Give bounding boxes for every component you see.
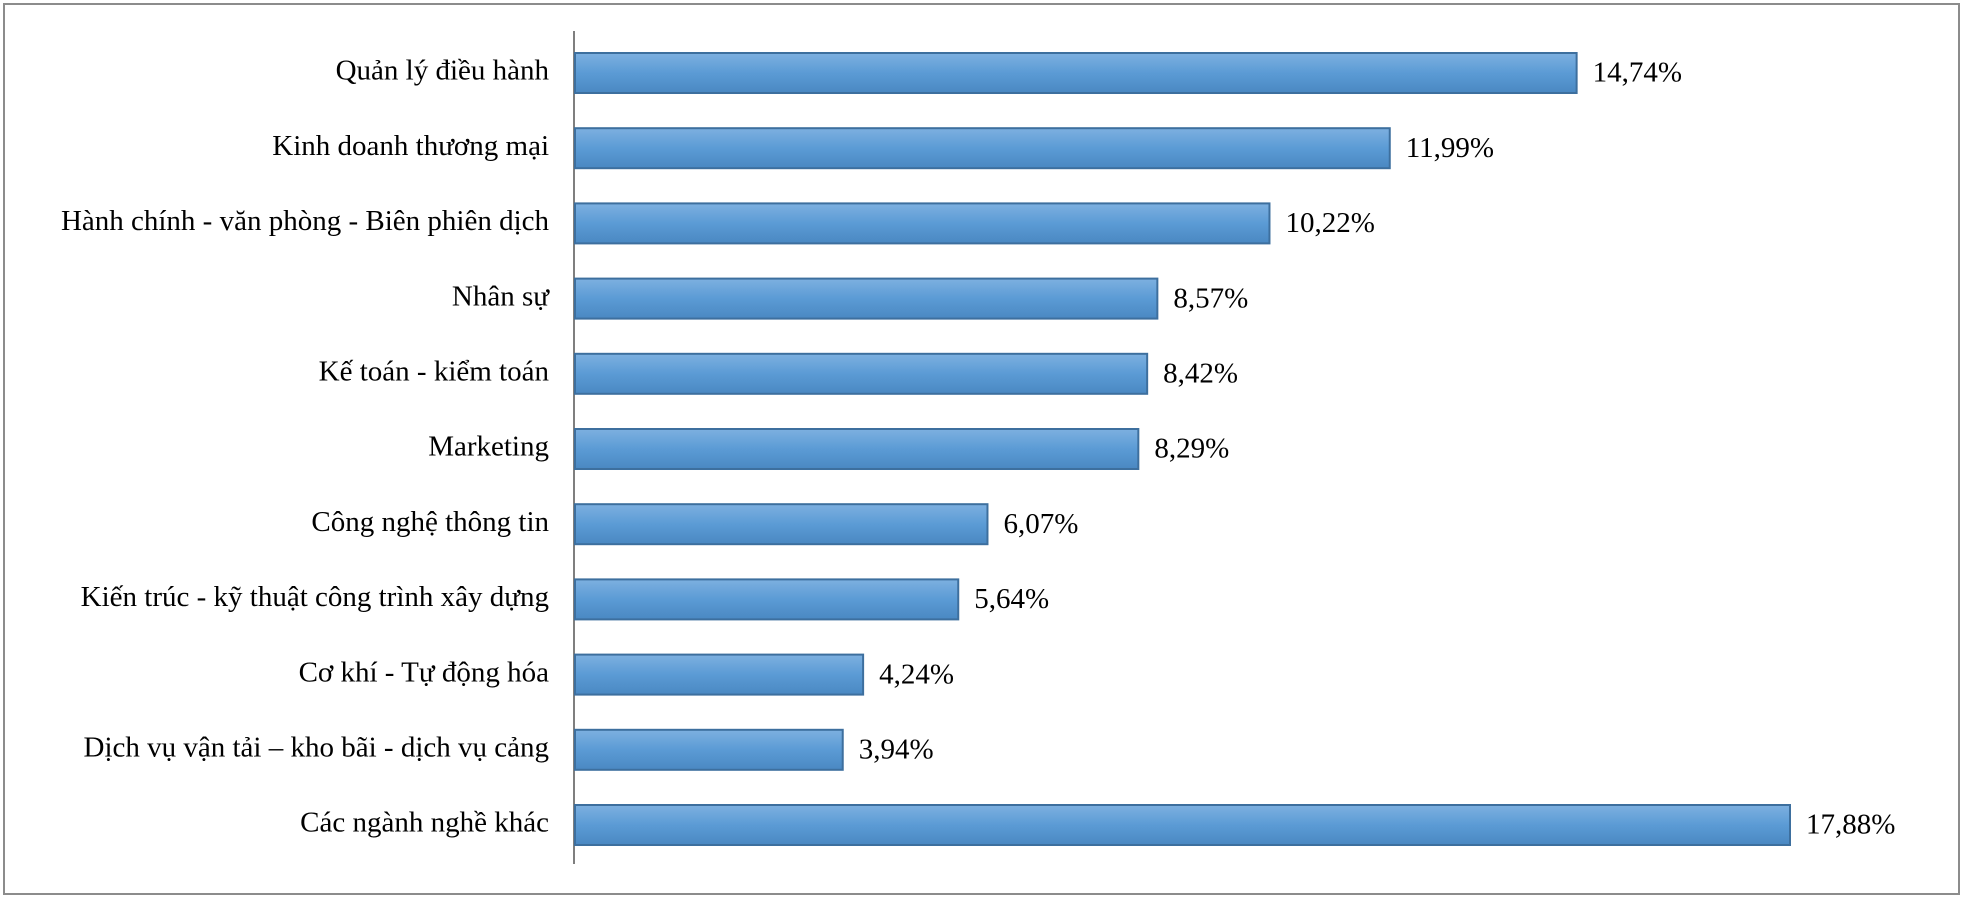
bar [574,503,989,546]
bar [574,728,844,771]
bar [574,653,865,696]
bar [574,52,1578,94]
category-label: Các ngành nghề khác [300,807,549,839]
category-label: Kinh doanh thương mại [272,130,549,162]
bar [574,804,1791,846]
category-label: Hành chính - văn phòng - Biên phiên dịch [61,205,550,237]
value-label: 4,24% [879,658,954,690]
category-label: Cơ khí - Tự động hóa [299,656,550,688]
bar [574,352,1149,395]
value-label: 3,94% [859,733,934,765]
value-label: 6,07% [1003,508,1078,540]
category-label: Quản lý điều hành [336,55,550,87]
value-label: 17,88% [1806,809,1895,841]
bar [574,578,960,621]
value-label: 14,74% [1593,57,1682,89]
value-label: 8,42% [1163,357,1238,389]
category-label: Nhân sự [452,280,550,312]
value-label: 8,29% [1154,433,1229,465]
value-label: 8,57% [1173,282,1248,314]
bar [574,277,1159,320]
category-label: Kiến trúc - kỹ thuật công trình xây dựng [81,581,549,613]
value-label: 10,22% [1285,207,1374,239]
bar [574,202,1271,245]
value-label: 5,64% [974,583,1049,615]
category-label: Kế toán - kiểm toán [319,355,550,387]
value-label: 11,99% [1406,132,1494,164]
category-label: Marketing [428,431,549,463]
bar [574,428,1140,470]
category-label: Công nghệ thông tin [311,506,549,538]
category-label: Dịch vụ vận tải – kho bãi - dịch vụ cảng [84,731,550,763]
bar [574,127,1391,170]
